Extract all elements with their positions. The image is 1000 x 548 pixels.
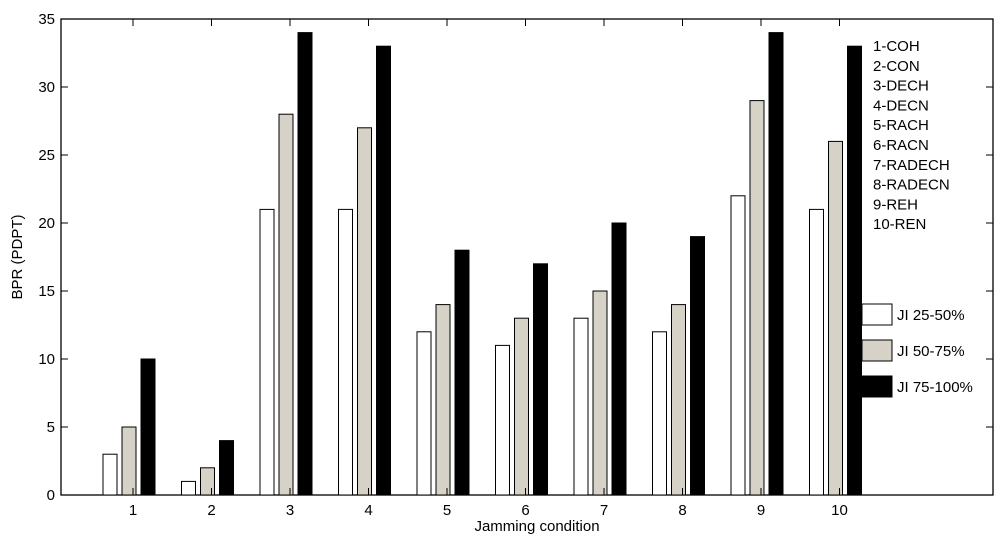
y-tick-label: 35 <box>38 11 55 28</box>
bar-3-8 <box>690 236 705 496</box>
bar-1-9 <box>730 195 746 496</box>
bar-2-5 <box>435 304 451 496</box>
bar-1-5 <box>416 331 432 496</box>
legend-swatch <box>861 303 893 326</box>
x-axis-label: Jamming condition <box>474 518 599 535</box>
bar-2-6 <box>514 317 529 496</box>
bar-1-1 <box>102 453 118 496</box>
condition-key-item: 10-REN <box>873 216 926 233</box>
bar-2-8 <box>671 304 686 496</box>
bar-1-3 <box>259 208 275 496</box>
condition-key: 1-COH 2-CON 3-DECH 4-DECN 5-RACH 6-RACN 7-RADE… <box>873 38 950 233</box>
bar-3-6 <box>533 263 548 496</box>
x-tick-label: 1 <box>129 502 137 519</box>
bar-3-10 <box>847 45 862 496</box>
bar-2-4 <box>357 127 372 496</box>
x-tick-label: 8 <box>678 502 686 519</box>
x-tick-label: 6 <box>521 502 529 519</box>
x-tick-label: 7 <box>600 502 608 519</box>
condition-key-item: 3-DECH <box>873 78 929 95</box>
bars <box>102 32 862 496</box>
legend-swatch <box>861 339 893 362</box>
x-tick-label: 3 <box>286 502 294 519</box>
legend: JI 25-50% JI 50-75% JI 75-100% <box>861 303 973 398</box>
bar-2-3 <box>278 113 294 496</box>
bar-2-7 <box>592 290 608 496</box>
bar-2-2 <box>200 467 215 496</box>
x-tick-label: 2 <box>207 502 215 519</box>
bar-2-1 <box>121 426 137 496</box>
y-tick-label: 0 <box>47 487 55 504</box>
bar-1-7 <box>573 317 589 496</box>
y-tick-label: 20 <box>38 215 55 232</box>
condition-key-item: 4-DECN <box>873 97 929 114</box>
condition-key-item: 2-CON <box>873 58 920 75</box>
condition-key-item: 8-RADECN <box>873 177 950 194</box>
bar-3-3 <box>297 32 313 496</box>
bar-1-8 <box>652 331 667 496</box>
y-tick-label: 30 <box>38 79 55 96</box>
bar-3-5 <box>454 249 470 496</box>
legend-swatch <box>861 375 893 398</box>
x-tick-label: 9 <box>757 502 765 519</box>
y-axis-ticks: 0 5 10 15 20 25 30 35 <box>38 11 993 504</box>
legend-label: JI 75-100% <box>897 379 973 396</box>
bar-2-10 <box>828 140 843 496</box>
condition-key-item: 7-RADECH <box>873 157 950 174</box>
bar-3-2 <box>219 440 234 496</box>
x-tick-label: 5 <box>443 502 451 519</box>
y-axis-label: BPR (PDPT) <box>9 214 26 299</box>
y-tick-label: 10 <box>38 351 55 368</box>
x-axis-ticks: 1 2 3 4 5 6 7 8 9 10 <box>129 19 848 519</box>
bar-2-9 <box>749 100 765 496</box>
condition-key-item: 9-REH <box>873 196 918 213</box>
legend-label: JI 25-50% <box>897 307 965 324</box>
condition-key-item: 6-RACN <box>873 137 929 154</box>
bar-3-4 <box>376 45 391 496</box>
bar-1-6 <box>495 344 510 496</box>
bar-3-1 <box>140 358 156 496</box>
x-tick-label: 10 <box>831 502 848 519</box>
y-tick-label: 15 <box>38 283 55 300</box>
y-tick-label: 5 <box>47 419 55 436</box>
bar-1-4 <box>338 208 353 496</box>
bar-3-9 <box>768 32 784 496</box>
bar-1-10 <box>809 208 824 496</box>
x-tick-label: 4 <box>364 502 372 519</box>
condition-key-item: 5-RACH <box>873 117 929 134</box>
legend-label: JI 50-75% <box>897 343 965 360</box>
bar-1-2 <box>181 480 196 496</box>
bar-3-7 <box>611 222 627 496</box>
condition-key-item: 1-COH <box>873 38 920 55</box>
y-tick-label: 25 <box>38 147 55 164</box>
